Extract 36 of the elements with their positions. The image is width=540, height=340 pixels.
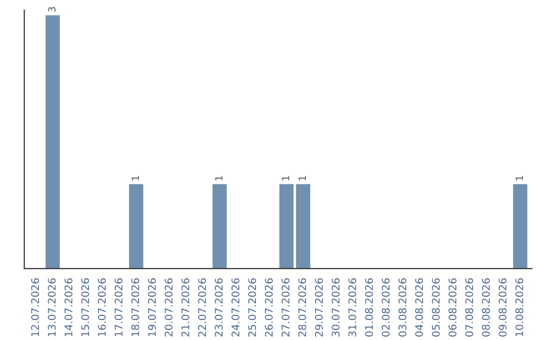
x-tick-label: 18.07.2026 — [131, 278, 140, 336]
x-tick-label: 24.07.2026 — [232, 278, 240, 337]
data-label: 1 — [132, 176, 139, 180]
x-tick-label: 23.07.2026 — [214, 278, 223, 337]
x-tick-label: 10.08.2026 — [515, 278, 524, 336]
x-tick-label: 30.07.2026 — [332, 278, 340, 336]
x-tick-label: 29.07.2026 — [314, 278, 323, 337]
x-tick-label: 26.07.2026 — [264, 278, 273, 337]
x-tick-label: 14.07.2026 — [64, 278, 72, 336]
x-tick-label: 13.07.2026 — [48, 278, 56, 336]
data-label: 1 — [282, 176, 290, 180]
x-tick-label: 19.07.2026 — [148, 278, 156, 336]
x-tick-label: 02.08.2026 — [382, 278, 390, 337]
x-tick-label: 25.07.2026 — [248, 278, 256, 337]
x-tick-label: 01.08.2026 — [365, 278, 373, 337]
x-tick-label: 17.07.2026 — [114, 278, 122, 336]
x-tick-label: 07.08.2026 — [465, 278, 474, 337]
x-tick-label: 04.08.2026 — [415, 278, 424, 337]
x-tick-label: 08.08.2026 — [482, 278, 490, 337]
x-tick-label: 21.07.2026 — [181, 278, 190, 337]
x-tick-label: 22.07.2026 — [198, 278, 206, 337]
x-tick-label: 06.08.2026 — [448, 278, 456, 337]
x-tick-label: 28.07.2026 — [298, 278, 306, 337]
x-tick-label: 03.08.2026 — [398, 278, 406, 337]
x-tick-label: 27.07.2026 — [282, 278, 290, 337]
x-tick-label: 16.07.2026 — [98, 278, 106, 336]
x-tick-label: 09.08.2026 — [498, 278, 507, 337]
x-tick-label: 15.07.2026 — [81, 278, 90, 336]
data-label: 1 — [215, 176, 222, 180]
data-label: 1 — [516, 176, 523, 180]
x-tick-label: 31.07.2026 — [348, 278, 356, 336]
data-label: 1 — [298, 176, 306, 180]
data-label: 3 — [48, 7, 56, 12]
x-tick-label: 12.07.2026 — [31, 278, 40, 336]
x-tick-label: 05.08.2026 — [432, 278, 440, 337]
x-tick-label: 20.07.2026 — [164, 278, 173, 337]
